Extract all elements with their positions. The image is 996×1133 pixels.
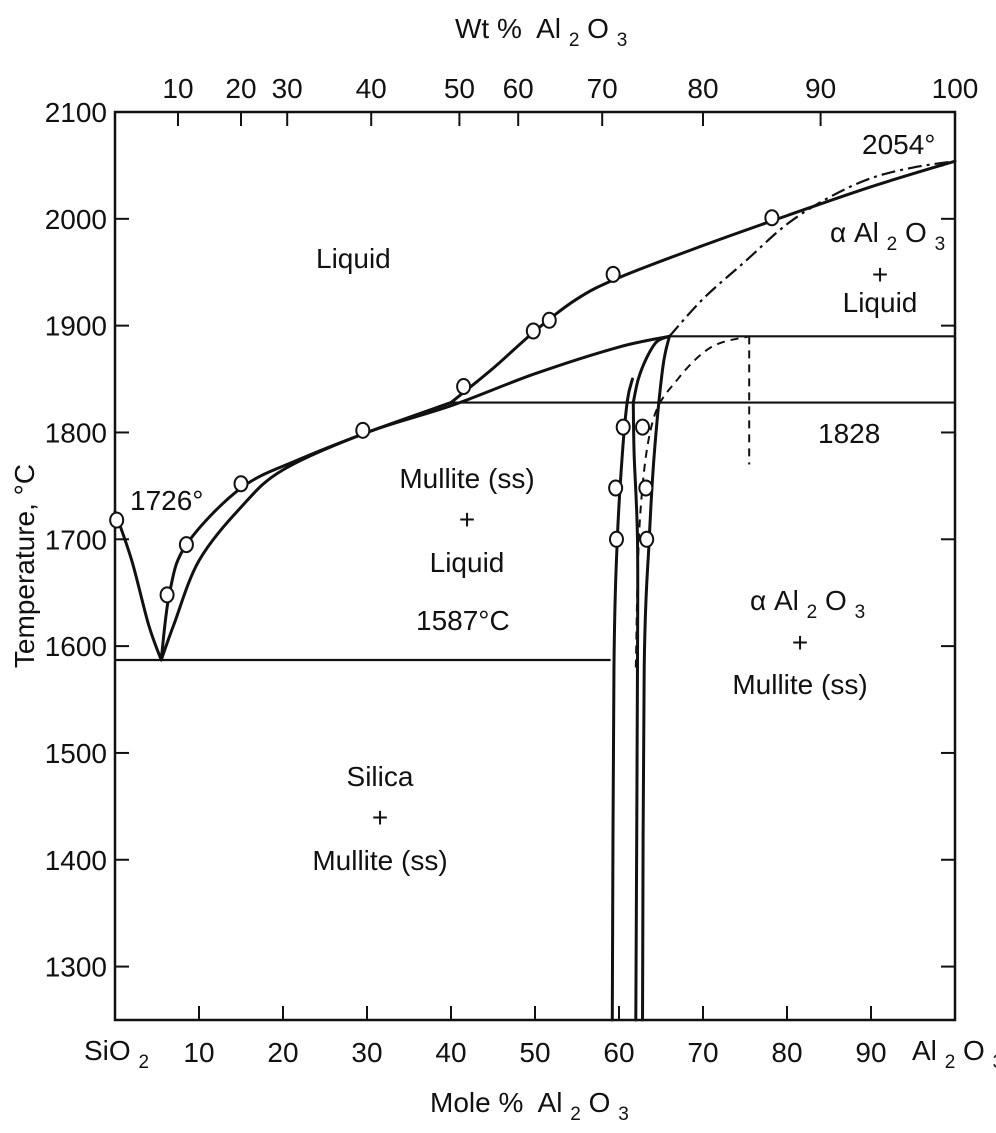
ticks-layer: 10 20 30 40 50 60 70 80 90 10 20 30 40 50 60 70 80 90 100 1…	[45, 73, 979, 1068]
isotherm-1587-label: 1587°C	[416, 605, 510, 636]
data-point	[355, 421, 371, 439]
svg-text:Mullite (ss): Mullite (ss)	[732, 669, 867, 700]
bottom-tick-label: 20	[267, 1037, 298, 1068]
phase-boundary-dashed	[634, 335, 750, 668]
melting-2054-label: 2054°	[862, 129, 936, 160]
data-point	[541, 311, 557, 329]
y-tick-label: 1900	[45, 311, 107, 342]
eutectic-1726-label: 1726°	[130, 485, 204, 516]
top-tick-label: 80	[687, 73, 718, 104]
y-tick-label: 1400	[45, 845, 107, 876]
data-point	[456, 378, 472, 396]
data-point	[638, 479, 654, 497]
data-point	[635, 418, 651, 436]
phase-boundary-solid	[449, 159, 957, 405]
phase-boundary-solid	[113, 510, 163, 662]
top-tick-label: 60	[503, 73, 534, 104]
data-point	[109, 511, 125, 529]
data-point	[159, 586, 175, 604]
data-point	[525, 322, 541, 340]
y-tick-label: 1600	[45, 631, 107, 662]
region-alumina-liquid: α Al 2 O 3 + Liquid	[830, 217, 945, 318]
data-point	[178, 536, 194, 554]
top-axis-title: Wt % Al 2 O 3	[455, 13, 627, 52]
svg-text:+: +	[792, 627, 808, 658]
svg-text:Mullite (ss): Mullite (ss)	[399, 463, 534, 494]
top-tick-label: 30	[272, 73, 303, 104]
top-tick-label: 10	[162, 73, 193, 104]
svg-text:α Al 2 O 3: α Al 2 O 3	[830, 217, 945, 256]
svg-text:Liquid: Liquid	[843, 287, 918, 318]
mullite-solvus-line	[631, 334, 671, 405]
region-mullite-liquid: Mullite (ss) + Liquid	[399, 463, 534, 578]
y-tick-label: 1700	[45, 524, 107, 555]
svg-text:α Al 2 O 3: α Al 2 O 3	[750, 585, 865, 624]
svg-text:Liquid: Liquid	[430, 547, 505, 578]
phase-boundary-dashdot	[668, 160, 956, 338]
points-layer	[109, 209, 780, 604]
bottom-tick-label: 40	[435, 1037, 466, 1068]
bottom-tick-label: 90	[855, 1037, 886, 1068]
y-tick-label: 1500	[45, 738, 107, 769]
top-tick-label: 100	[932, 73, 979, 104]
data-point	[608, 530, 624, 548]
top-tick-label: 50	[444, 73, 475, 104]
data-point	[233, 475, 249, 493]
svg-text:+: +	[372, 802, 388, 833]
svg-text:Silica: Silica	[347, 761, 414, 792]
bottom-tick-label: 10	[183, 1037, 214, 1068]
top-tick-label: 20	[225, 73, 256, 104]
region-liquid: Liquid	[316, 243, 391, 274]
bottom-tick-label: 80	[771, 1037, 802, 1068]
top-tick-label: 90	[805, 73, 836, 104]
mullite-solvus-line	[631, 401, 640, 1022]
bottom-tick-label: 50	[519, 1037, 550, 1068]
top-tick-label: 40	[356, 73, 387, 104]
y-tick-label: 1800	[45, 417, 107, 448]
data-point	[608, 479, 624, 497]
bottom-left-end-label: SiO 2	[84, 1035, 149, 1073]
bottom-axis-title: Mole % Al 2 O 3	[430, 1087, 629, 1126]
data-point	[605, 265, 621, 283]
y-tick-label: 2000	[45, 204, 107, 235]
svg-text:+: +	[872, 259, 888, 290]
y-tick-label: 1300	[45, 952, 107, 983]
region-alumina-mullite: α Al 2 O 3 + Mullite (ss)	[732, 585, 867, 700]
y-axis-title: Temperature, °C	[9, 464, 40, 668]
bottom-tick-label: 30	[351, 1037, 382, 1068]
data-point	[615, 418, 631, 436]
data-point	[764, 209, 780, 227]
bottom-tick-label: 60	[603, 1037, 634, 1068]
bottom-right-end-label: Al 2 O 3	[912, 1035, 996, 1074]
svg-text:Mullite (ss): Mullite (ss)	[312, 845, 447, 876]
data-point	[639, 530, 655, 548]
bottom-tick-label: 70	[687, 1037, 718, 1068]
region-silica-mullite: Silica + Mullite (ss)	[312, 761, 447, 876]
y-tick-label: 2100	[45, 97, 107, 128]
svg-text:+: +	[459, 504, 475, 535]
top-tick-label: 70	[587, 73, 618, 104]
isotherm-1828-label: 1828	[818, 418, 880, 449]
